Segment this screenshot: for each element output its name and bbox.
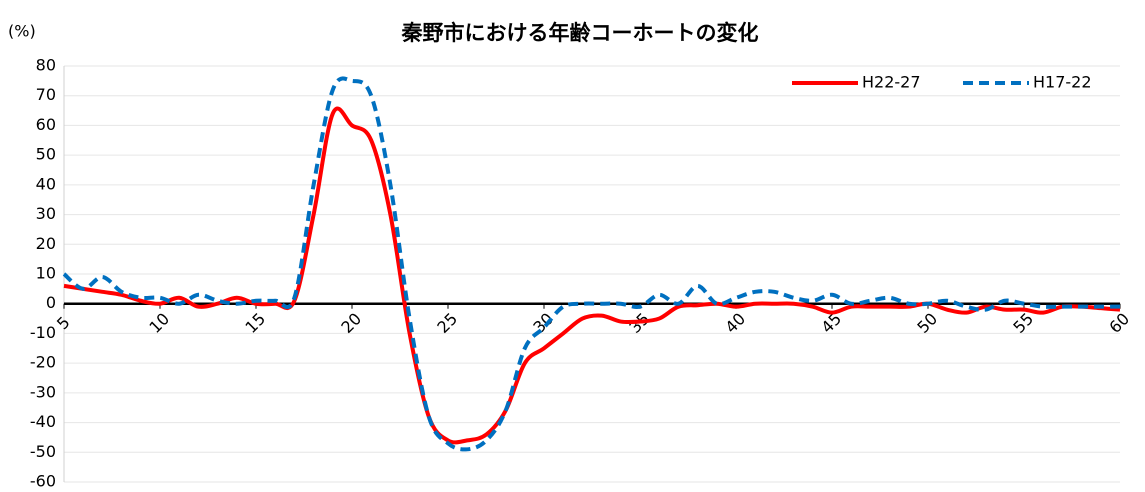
x-tick-label: 40 <box>721 309 749 337</box>
x-tick-label: 10 <box>145 309 173 337</box>
y-tick-label: -30 <box>30 382 56 401</box>
x-tick-label: 5 <box>53 313 74 334</box>
y-tick-label: 40 <box>36 174 56 193</box>
y-tick-label: 10 <box>36 264 56 283</box>
x-tick-label: 25 <box>433 309 461 337</box>
x-tick-label: 30 <box>529 309 557 337</box>
series-line <box>63 106 1121 445</box>
y-tick-label: 20 <box>36 234 56 253</box>
x-tick-label: 20 <box>337 309 365 337</box>
y-tick-label: -50 <box>30 442 56 461</box>
y-tick-label: 50 <box>36 145 56 164</box>
y-tick-label: 80 <box>36 56 56 75</box>
series-line <box>62 76 1120 452</box>
x-tick-label: 60 <box>1105 309 1133 337</box>
y-tick-label: 0 <box>46 293 56 312</box>
legend-label: H22-27 <box>862 73 921 92</box>
y-tick-label: 60 <box>36 115 56 134</box>
chart-title: 秦野市における年齢コーホートの変化 <box>401 21 759 45</box>
y-tick-label: -10 <box>30 323 56 342</box>
y-tick-label: -60 <box>30 472 56 491</box>
x-tick-label: 50 <box>913 309 941 337</box>
x-tick-label: 15 <box>241 309 269 337</box>
y-axis-label: (%) <box>8 22 36 41</box>
legend-label: H17-22 <box>1033 73 1092 92</box>
y-tick-label: -40 <box>30 412 56 431</box>
y-tick-label: -20 <box>30 353 56 372</box>
y-tick-label: 30 <box>36 204 56 223</box>
y-tick-label: 70 <box>36 85 56 104</box>
